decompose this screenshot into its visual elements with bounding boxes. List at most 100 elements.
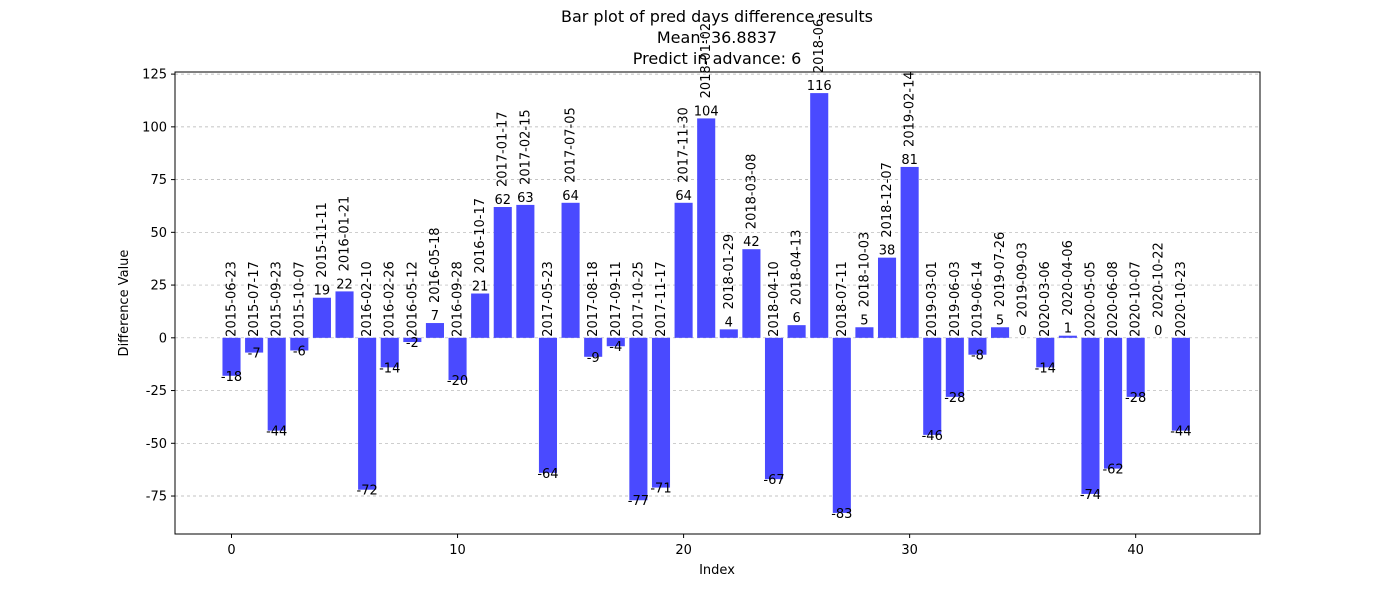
bar-value-label: 0 [1019, 324, 1027, 339]
bar-date-label: 2018-04-13 [790, 230, 805, 306]
bar [267, 337, 286, 431]
bar [538, 337, 558, 473]
bar [1081, 337, 1100, 494]
chart-title: Bar plot of pred days difference results [561, 7, 873, 26]
bar-value-label: -64 [537, 467, 558, 482]
bar-value-label: -67 [763, 473, 784, 488]
chart-subtitle-advance: Predict in advance: 6 [633, 49, 802, 68]
x-tick-label: 30 [901, 543, 918, 558]
bar-value-label: 62 [494, 193, 511, 208]
bar-value-label: -28 [944, 391, 965, 406]
bar [425, 323, 444, 338]
bar-value-label: 63 [517, 191, 534, 206]
bar-date-label: 2020-06-08 [1106, 261, 1121, 337]
bar-date-label: 2017-09-11 [609, 261, 624, 337]
bar [290, 337, 309, 351]
bar [832, 337, 851, 513]
bar [245, 337, 264, 353]
y-tick-label: 0 [159, 331, 167, 346]
bar-date-label: 2019-06-03 [948, 261, 963, 337]
y-tick-label: 50 [150, 226, 167, 241]
bar [1126, 337, 1145, 397]
bar-value-label: -71 [650, 482, 671, 497]
bar-date-label: 2020-10-23 [1174, 261, 1189, 337]
bar [742, 249, 761, 338]
bar-date-label: 2018-06- [812, 14, 827, 73]
bar [674, 202, 693, 338]
bar [493, 207, 512, 338]
bar-date-label: 2017-01-17 [496, 111, 511, 187]
bar-value-label: 22 [336, 277, 353, 292]
bar-date-label: 2020-03-06 [1038, 261, 1053, 337]
x-tick-label: 0 [227, 543, 235, 558]
bar-value-label: -44 [1170, 425, 1191, 440]
bar [968, 337, 987, 355]
bar [855, 327, 874, 338]
y-tick-label: 100 [142, 120, 167, 135]
bar [312, 297, 331, 338]
bar [900, 166, 919, 338]
bar-date-label: 2015-09-23 [270, 261, 285, 337]
bar-value-label: -2 [406, 336, 419, 351]
bar-value-label: -14 [1035, 361, 1056, 376]
bar-date-label: 2015-07-17 [247, 261, 262, 337]
grid-lines [175, 73, 1260, 497]
bar-date-label: 2016-10-17 [473, 198, 488, 274]
bar-value-label: 64 [562, 189, 579, 204]
bar-date-label: 2018-03-08 [744, 154, 759, 230]
bar-date-label: 2018-12-07 [880, 162, 895, 238]
bar-date-label: 2018-07-11 [835, 261, 850, 337]
bar-value-label: -44 [266, 425, 287, 440]
bar-date-label: 2019-02-14 [903, 71, 918, 147]
bar [335, 291, 354, 338]
bar [923, 337, 942, 435]
bar [1171, 337, 1190, 431]
y-tick-label: 125 [142, 68, 167, 83]
bar-date-label: 2016-01-21 [338, 196, 353, 272]
bar-date-label: 2017-02-15 [518, 109, 533, 185]
bar-value-label: -28 [1125, 391, 1146, 406]
bar [471, 293, 490, 338]
bar [222, 337, 241, 376]
bar [1104, 337, 1123, 469]
bar [651, 337, 671, 488]
bar-date-label: 2018-01-29 [722, 234, 737, 310]
bar-value-label: -4 [609, 340, 622, 355]
bar-value-label: 5 [996, 313, 1004, 328]
bar-date-label: 2019-09-03 [1016, 242, 1031, 318]
bar [945, 337, 964, 397]
bar-date-label: 2017-10-25 [631, 261, 646, 337]
y-tick-label: 25 [150, 279, 167, 294]
chart-subtitle-mean: Mean: 36.8837 [657, 28, 777, 47]
y-tick-label: -25 [146, 384, 167, 399]
bar-value-label: -14 [379, 361, 400, 376]
bar-date-label: 2016-05-12 [405, 261, 420, 337]
bar-date-label: 2017-11-30 [677, 107, 692, 183]
bar-value-label: 6 [792, 311, 800, 326]
bar-value-label: -74 [1080, 488, 1101, 503]
bar-value-label: -18 [221, 370, 242, 385]
bar-value-label: 1 [1064, 322, 1072, 337]
bar-date-label: 2016-09-28 [451, 261, 466, 337]
bar-value-label: -72 [357, 484, 378, 499]
bar-date-label: 2016-05-18 [428, 227, 443, 303]
bar-date-label: 2016-02-10 [360, 261, 375, 337]
bar-value-label: 7 [431, 309, 439, 324]
bar-date-label: 2017-07-05 [564, 107, 579, 183]
bar [991, 327, 1010, 338]
bar [516, 204, 535, 338]
bar-date-label: 2020-04-06 [1061, 240, 1076, 316]
x-tick-label: 20 [675, 543, 692, 558]
y-tick-label: 75 [150, 173, 167, 188]
bar [380, 337, 399, 368]
bar-date-label: 2015-11-11 [315, 202, 330, 278]
bar [877, 257, 897, 338]
bar [764, 337, 784, 480]
bar-date-label: 2020-10-22 [1151, 242, 1166, 318]
bar-value-label: -7 [248, 347, 261, 362]
bar [719, 329, 738, 338]
bar-date-label: 2017-08-18 [586, 261, 601, 337]
bar-date-label: 2020-10-07 [1129, 261, 1144, 337]
bar-value-label: -8 [971, 349, 984, 364]
